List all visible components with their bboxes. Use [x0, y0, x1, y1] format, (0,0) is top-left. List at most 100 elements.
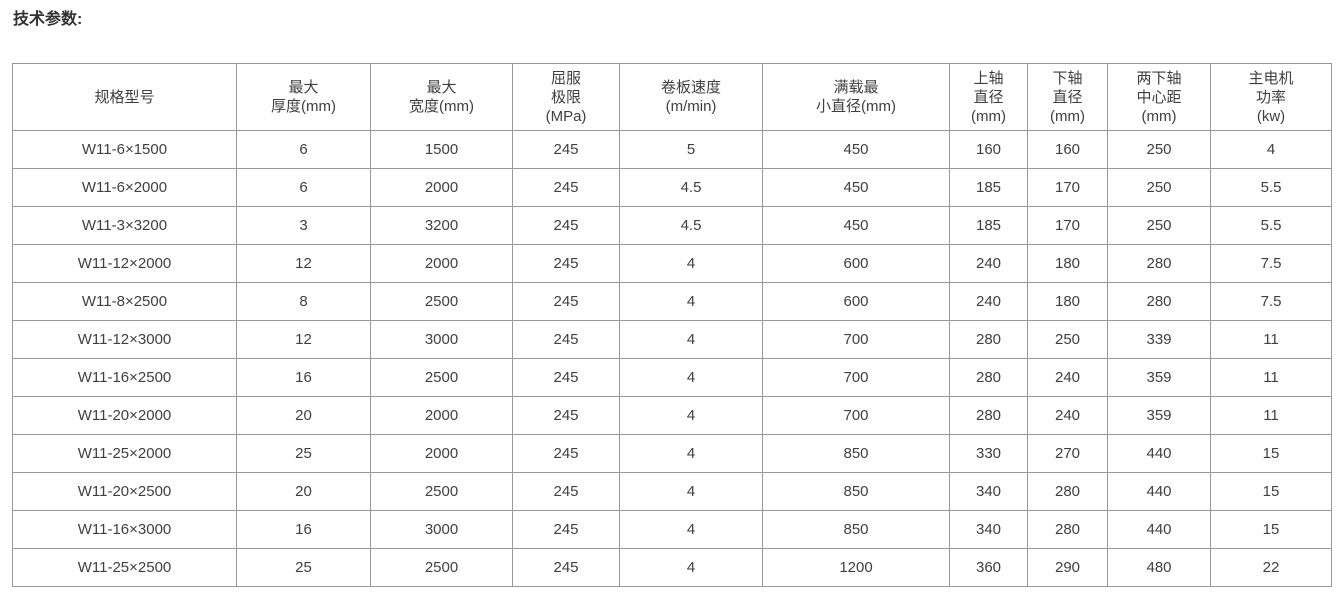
table-cell: 250 — [1107, 206, 1211, 245]
table-cell: 339 — [1107, 320, 1211, 359]
table-cell: 22 — [1210, 548, 1332, 587]
table-cell: 15 — [1210, 472, 1332, 511]
table-cell: 160 — [1027, 130, 1108, 169]
table-cell: 360 — [949, 548, 1028, 587]
table-cell: 280 — [949, 396, 1028, 435]
table-cell: W11-20×2500 — [12, 472, 237, 511]
table-cell: 1200 — [762, 548, 950, 587]
table-cell: 245 — [512, 434, 620, 473]
table-row: W11-25×2500 25 2500 245 4 1200 360 290 480 22 — [12, 548, 1332, 587]
table-cell: 4 — [1210, 130, 1332, 169]
table-cell: 20 — [236, 396, 371, 435]
table-cell: 480 — [1107, 548, 1211, 587]
column-header-rolling-speed: 卷板速度 (m/min) — [619, 63, 763, 131]
table-cell: 8 — [236, 282, 371, 321]
table-cell: 280 — [949, 320, 1028, 359]
table-cell: 450 — [762, 168, 950, 207]
table-cell: 4 — [619, 510, 763, 549]
column-header-lower-shaft-center: 两下轴 中心距 (mm) — [1107, 63, 1211, 131]
table-cell: 850 — [762, 434, 950, 473]
table-cell: 2000 — [370, 434, 513, 473]
column-header-lower-shaft-dia: 下轴 直径 (mm) — [1027, 63, 1108, 131]
table-cell: 450 — [762, 206, 950, 245]
spec-table: 规格型号 最大 厚度(mm) 最大 宽度(mm) 屈服 极限 (MPa) 卷板速度 (m/min)… — [12, 63, 1332, 587]
table-cell: 440 — [1107, 434, 1211, 473]
page-title: 技术参数: — [13, 11, 83, 28]
table-cell: 16 — [236, 510, 371, 549]
table-cell: 170 — [1027, 206, 1108, 245]
table-cell: 2000 — [370, 244, 513, 283]
table-cell: 4 — [619, 396, 763, 435]
table-cell: 700 — [762, 358, 950, 397]
table-cell: 4 — [619, 472, 763, 511]
table-cell: 3200 — [370, 206, 513, 245]
table-cell: W11-16×3000 — [12, 510, 237, 549]
table-cell: 3000 — [370, 320, 513, 359]
table-cell: 440 — [1107, 472, 1211, 511]
table-row: W11-20×2500 20 2500 245 4 850 340 280 440 15 — [12, 472, 1332, 511]
table-cell: 245 — [512, 472, 620, 511]
column-header-spec-model: 规格型号 — [12, 63, 237, 131]
table-cell: 3 — [236, 206, 371, 245]
table-cell: 280 — [1027, 510, 1108, 549]
table-cell: 180 — [1027, 244, 1108, 283]
table-cell: 2500 — [370, 548, 513, 587]
table-cell: 1500 — [370, 130, 513, 169]
table-cell: 185 — [949, 168, 1028, 207]
table-cell: 180 — [1027, 282, 1108, 321]
header-row: 规格型号 最大 厚度(mm) 最大 宽度(mm) 屈服 极限 (MPa) 卷板速度 (m/min)… — [12, 63, 1332, 131]
table-cell: 25 — [236, 434, 371, 473]
table-cell: 250 — [1107, 168, 1211, 207]
table-cell: 5.5 — [1210, 168, 1332, 207]
table-cell: 25 — [236, 548, 371, 587]
table-cell: 4.5 — [619, 168, 763, 207]
table-cell: W11-8×2500 — [12, 282, 237, 321]
column-header-max-thickness: 最大 厚度(mm) — [236, 63, 371, 131]
table-cell: 600 — [762, 244, 950, 283]
table-cell: W11-6×2000 — [12, 168, 237, 207]
table-cell: 2000 — [370, 168, 513, 207]
table-cell: 2500 — [370, 358, 513, 397]
table-row: W11-8×2500 8 2500 245 4 600 240 180 280 7.5 — [12, 282, 1332, 321]
table-row: W11-16×3000 16 3000 245 4 850 340 280 440 15 — [12, 510, 1332, 549]
table-cell: 600 — [762, 282, 950, 321]
column-header-max-width: 最大 宽度(mm) — [370, 63, 513, 131]
column-header-main-motor-power: 主电机 功率 (kw) — [1210, 63, 1332, 131]
table-cell: 160 — [949, 130, 1028, 169]
table-row: W11-6×2000 6 2000 245 4.5 450 185 170 250 5.5 — [12, 168, 1332, 207]
table-cell: 270 — [1027, 434, 1108, 473]
table-cell: 245 — [512, 358, 620, 397]
table-cell: 16 — [236, 358, 371, 397]
table-row: W11-3×3200 3 3200 245 4.5 450 185 170 250 5.5 — [12, 206, 1332, 245]
table-cell: 280 — [949, 358, 1028, 397]
table-cell: 245 — [512, 320, 620, 359]
table-cell: 12 — [236, 244, 371, 283]
table-cell: 240 — [1027, 396, 1108, 435]
table-cell: 2000 — [370, 396, 513, 435]
table-row: W11-20×2000 20 2000 245 4 700 280 240 359 11 — [12, 396, 1332, 435]
table-cell: 245 — [512, 282, 620, 321]
table-cell: W11-25×2000 — [12, 434, 237, 473]
table-cell: 2500 — [370, 472, 513, 511]
table-cell: 2500 — [370, 282, 513, 321]
table-cell: 290 — [1027, 548, 1108, 587]
table-cell: 245 — [512, 130, 620, 169]
table-cell: 7.5 — [1210, 282, 1332, 321]
table-cell: 450 — [762, 130, 950, 169]
table-cell: 700 — [762, 320, 950, 359]
table-cell: 245 — [512, 510, 620, 549]
table-cell: 185 — [949, 206, 1028, 245]
table-cell: W11-3×3200 — [12, 206, 237, 245]
table-row: W11-16×2500 16 2500 245 4 700 280 240 359 11 — [12, 358, 1332, 397]
table-cell: 20 — [236, 472, 371, 511]
column-header-upper-shaft-dia: 上轴 直径 (mm) — [949, 63, 1028, 131]
table-row: W11-25×2000 25 2000 245 4 850 330 270 440 15 — [12, 434, 1332, 473]
table-cell: 11 — [1210, 320, 1332, 359]
table-cell: 6 — [236, 130, 371, 169]
table-cell: 850 — [762, 472, 950, 511]
table-cell: 250 — [1027, 320, 1108, 359]
table-cell: 245 — [512, 168, 620, 207]
table-cell: 15 — [1210, 510, 1332, 549]
table-cell: W11-25×2500 — [12, 548, 237, 587]
